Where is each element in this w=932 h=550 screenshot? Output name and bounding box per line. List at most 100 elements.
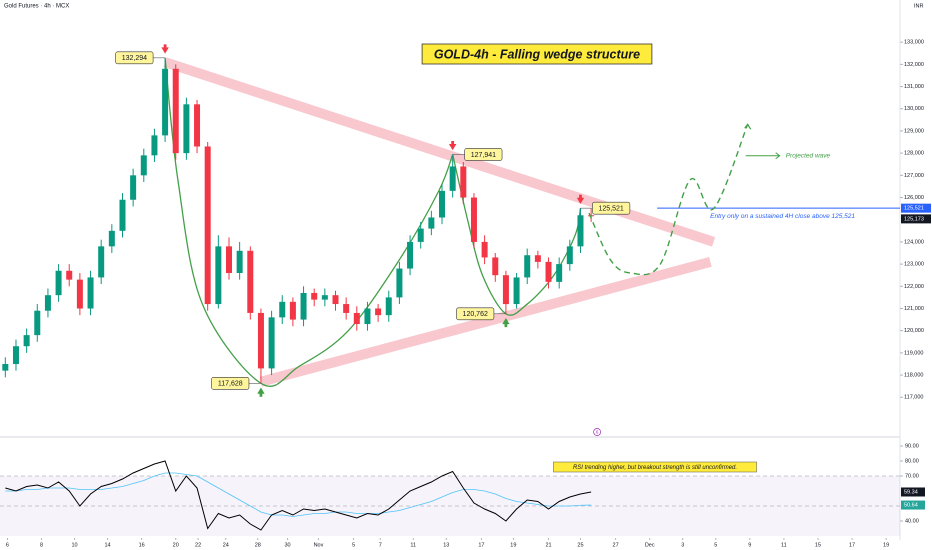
candle-body [492, 257, 499, 276]
candle-body [34, 310, 41, 336]
candle-body [353, 312, 360, 325]
wedge-lower [259, 257, 712, 387]
y-tick-label: 117,000 [904, 395, 923, 401]
rsi-tick-label: 90.00 [905, 443, 919, 449]
candle-body [428, 217, 435, 229]
currency: INR [914, 3, 924, 9]
event-badge [593, 428, 601, 436]
rsi-tick-label: 70.00 [905, 473, 919, 479]
candle-body [215, 246, 222, 305]
candle-body [439, 190, 446, 218]
x-tick-label: 10 [71, 542, 77, 548]
candle-body [225, 246, 232, 273]
event-badge-label: 6 [596, 430, 599, 435]
candle-body [119, 199, 126, 231]
candle-body [470, 197, 477, 242]
x-tick-label: 20 [173, 542, 179, 548]
x-tick-label: 14 [105, 542, 111, 548]
candle-body [44, 295, 51, 311]
x-tick-label: 5 [352, 542, 355, 548]
candle-body [556, 264, 563, 282]
candle-body [268, 317, 275, 369]
x-tick-label: 30 [285, 542, 291, 548]
y-tick-label: 130,000 [904, 106, 924, 112]
x-tick-label: 28 [255, 542, 261, 548]
y-tick-label: 131,000 [904, 84, 924, 90]
candle-body [130, 175, 137, 200]
y-tick-label: 118,000 [904, 373, 923, 379]
candle-body [162, 68, 169, 136]
price-badge-label: 125,173 [904, 216, 924, 222]
x-tick-label: 25 [577, 542, 583, 548]
x-tick-label: 3 [681, 542, 684, 548]
candle-body [98, 246, 105, 278]
x-tick-label: 19 [883, 542, 889, 548]
x-tick-label: 15 [815, 542, 821, 548]
y-tick-label: 128,000 [904, 151, 924, 157]
pattern-curve [452, 154, 582, 316]
candle-body [407, 241, 414, 269]
y-tick-label: 127,000 [904, 173, 924, 179]
signal-arrow [448, 141, 457, 151]
annotation-box [592, 201, 631, 215]
y-tick-label: 120,000 [904, 328, 924, 334]
projection-label: Projected wave [786, 152, 831, 159]
candle-body [588, 215, 595, 217]
signal-arrow [576, 194, 585, 204]
x-tick-label: Nov [314, 542, 324, 548]
candle-body [204, 146, 211, 305]
candle-body [417, 228, 424, 242]
annotation-box [211, 377, 250, 390]
rsi-note-box [553, 461, 757, 473]
y-tick-label: 132,000 [904, 62, 924, 68]
candle-body [151, 135, 158, 156]
entry-note: Entry only on a sustained 4H close above… [710, 213, 855, 220]
rsi-tick-label: 40.00 [905, 518, 919, 524]
x-tick-label: 22 [195, 542, 201, 548]
y-tick-label: 123,000 [904, 262, 924, 268]
x-tick-label: 11 [781, 542, 787, 548]
candle-body [502, 275, 509, 305]
x-tick-label: 5 [714, 542, 717, 548]
rsi-badge [901, 487, 925, 497]
title-box [421, 43, 653, 65]
candle-body [566, 246, 573, 265]
candle-body [534, 255, 541, 262]
x-tick-label: 8 [40, 542, 43, 548]
candle-body [12, 346, 19, 364]
price-badge-label: 125,521 [904, 206, 924, 212]
rsi-line [5, 460, 592, 531]
annotation-label: 125,521 [599, 206, 624, 213]
candle-body [343, 304, 350, 313]
candle-body [140, 155, 147, 176]
candle-body [66, 270, 73, 280]
candle-body [55, 270, 62, 296]
rsi-badge-label: 50.64 [904, 502, 918, 508]
annotation-label: 120,762 [463, 311, 488, 318]
price-badge [901, 203, 931, 213]
rsi-ma [5, 472, 592, 517]
annotation-box [464, 148, 503, 161]
rsi-note: RSI trending higher, but breakout streng… [573, 465, 737, 471]
candle-body [524, 255, 531, 278]
y-tick-label: 126,000 [904, 195, 924, 201]
y-tick-label: 122,000 [904, 284, 924, 290]
x-tick-label: 6 [6, 542, 9, 548]
candle-body [87, 277, 94, 309]
chart-subtitle: Gold Futures · 4h · MCX [4, 4, 69, 10]
signal-arrow [257, 387, 265, 397]
candle-body [194, 104, 201, 147]
y-tick-label: 129,000 [904, 128, 924, 134]
candle-body [2, 363, 9, 371]
rsi-tick-label: 80.00 [905, 458, 919, 464]
candle-body [460, 166, 467, 198]
annotation-box [456, 307, 495, 321]
candle-body [76, 279, 83, 309]
candle-body [375, 308, 382, 316]
x-tick-label: 11 [410, 542, 416, 548]
candle-body [300, 292, 307, 320]
x-tick-label: 16 [139, 542, 145, 548]
candle-body [183, 104, 190, 154]
